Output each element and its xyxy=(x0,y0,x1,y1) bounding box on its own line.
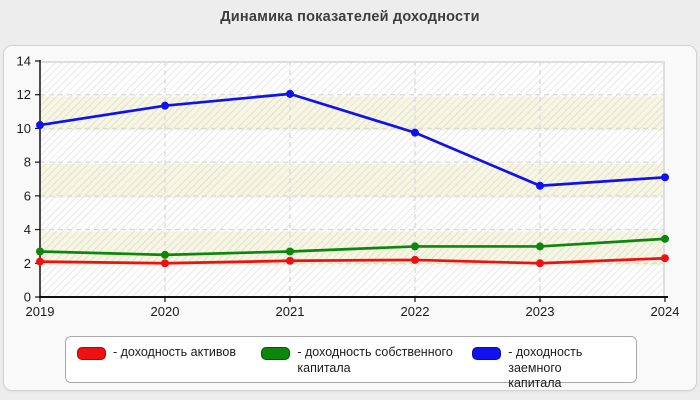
series-line xyxy=(38,92,667,188)
plot-area xyxy=(40,61,665,297)
data-point xyxy=(536,242,544,251)
legend-swatch xyxy=(77,347,106,360)
legend-item: - доходность активов xyxy=(77,345,261,361)
chart-title: Динамика показателей доходности xyxy=(220,9,480,25)
data-point xyxy=(661,254,669,263)
data-point xyxy=(36,121,44,130)
legend-label: - доходность собственного капитала xyxy=(297,345,453,375)
y-tick-label: 2 xyxy=(24,256,31,271)
data-point xyxy=(161,101,169,110)
data-point xyxy=(36,247,44,256)
data-point xyxy=(536,181,544,190)
data-point xyxy=(161,250,169,259)
y-tick-label: 0 xyxy=(24,290,31,305)
x-tick-label: 2019 xyxy=(26,304,55,319)
data-point xyxy=(286,89,294,98)
x-tick-label: 2021 xyxy=(276,304,305,319)
data-point xyxy=(286,256,294,265)
data-point xyxy=(411,128,419,137)
series-line xyxy=(38,256,667,265)
y-tick-label: 4 xyxy=(24,222,31,237)
legend-swatch xyxy=(261,347,291,360)
x-tick-label: 2023 xyxy=(526,304,555,319)
y-tick-label: 6 xyxy=(24,188,31,203)
data-point xyxy=(161,259,169,268)
data-point xyxy=(36,257,44,266)
series-line xyxy=(38,237,667,257)
legend-item: - доходность собственного капитала xyxy=(261,345,472,376)
legend: - доходность активов - доходность собстве… xyxy=(65,336,637,390)
x-tick-label: 2024 xyxy=(651,304,680,319)
legend-label: - доходность активов xyxy=(113,345,236,359)
y-tick-label: 10 xyxy=(17,121,31,136)
x-tick-label: 2022 xyxy=(401,304,430,319)
chart-canvas: 0 2 4 6 8 10 12 14 2019 2020 2021 2022 2023 2024 xyxy=(17,54,680,320)
data-point xyxy=(411,255,419,264)
y-tick-label: 14 xyxy=(17,54,31,69)
chart-panel: 0 2 4 6 8 10 12 14 2019 2020 2021 2022 2023 2024 - до… xyxy=(3,45,697,391)
data-point xyxy=(286,247,294,256)
data-point xyxy=(661,173,669,182)
data-point xyxy=(536,259,544,268)
data-point xyxy=(661,234,669,243)
legend-swatch xyxy=(472,347,502,360)
legend-label: - доходность заемного капитала xyxy=(508,345,583,391)
y-tick-label: 8 xyxy=(24,155,31,170)
data-point xyxy=(411,242,419,251)
x-tick-label: 2020 xyxy=(151,304,180,319)
y-tick-label: 12 xyxy=(17,87,31,102)
legend-item: - доходность заемного капитала xyxy=(472,345,636,392)
